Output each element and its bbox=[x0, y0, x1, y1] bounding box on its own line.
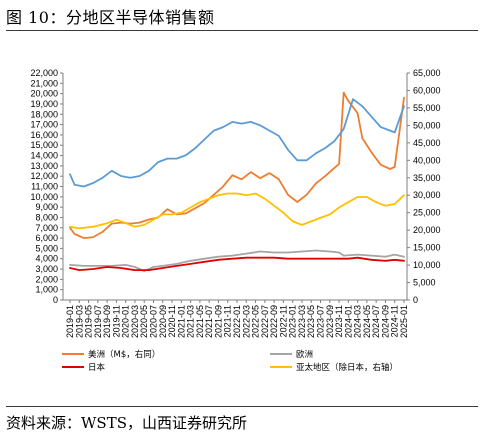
legend-label-3: 亚太地区（除日本，右轴） bbox=[296, 362, 398, 373]
left-tick-label: 12,000 bbox=[30, 171, 58, 181]
right-tick-label: 25,000 bbox=[413, 208, 441, 218]
x-tick-label: 2024-11 bbox=[390, 305, 400, 337]
left-tick-label: 14,000 bbox=[30, 151, 58, 161]
left-tick-label: 2,000 bbox=[35, 274, 58, 284]
legend-label-1: 欧洲 bbox=[296, 349, 313, 360]
left-tick-label: 15,000 bbox=[30, 140, 58, 150]
series-line-4 bbox=[69, 98, 405, 188]
x-tick-label: 2024-05 bbox=[362, 305, 372, 338]
legend-label-0: 美洲（M$，右同） bbox=[88, 349, 160, 360]
x-tick-label: 2022-07 bbox=[260, 305, 270, 338]
series-line-0 bbox=[69, 91, 405, 240]
left-tick-label: 20,000 bbox=[30, 89, 58, 99]
right-tick-label: 30,000 bbox=[413, 190, 441, 200]
right-tick-label: 55,000 bbox=[413, 103, 441, 113]
x-tick-label: 2023-05 bbox=[306, 305, 316, 338]
left-tick-label: 7,000 bbox=[35, 223, 58, 233]
x-tick-label: 2021-03 bbox=[186, 305, 196, 338]
x-tick-label: 2023-01 bbox=[288, 305, 298, 338]
x-tick-label: 2022-03 bbox=[241, 305, 251, 338]
right-tick-label: 20,000 bbox=[413, 225, 441, 235]
x-tick-label: 2021-09 bbox=[213, 305, 223, 338]
left-tick-label: 22,000 bbox=[30, 68, 58, 78]
x-tick-label: 2021-01 bbox=[176, 305, 186, 338]
left-tick-label: 16,000 bbox=[30, 130, 58, 140]
x-tick-label: 2020-05 bbox=[139, 305, 149, 338]
x-tick-label: 2021-05 bbox=[195, 305, 205, 338]
x-tick-label: 2024-09 bbox=[380, 305, 390, 338]
left-tick-label: 6,000 bbox=[35, 233, 58, 243]
right-tick-label: 45,000 bbox=[413, 138, 441, 148]
x-tick-label: 2024-01 bbox=[343, 305, 353, 338]
x-tick-label: 2020-01 bbox=[121, 305, 131, 338]
left-tick-label: 3,000 bbox=[35, 264, 58, 274]
x-tick-label: 2019-09 bbox=[102, 305, 112, 338]
left-tick-label: 5,000 bbox=[35, 243, 58, 253]
left-tick-label: 17,000 bbox=[30, 120, 58, 130]
x-tick-label: 2023-11 bbox=[334, 305, 344, 337]
x-tick-label: 2023-03 bbox=[297, 305, 307, 338]
legend-label-2: 日本 bbox=[88, 362, 106, 373]
left-tick-label: 4,000 bbox=[35, 254, 58, 264]
x-tick-label: 2022-01 bbox=[232, 305, 242, 338]
x-tick-label: 2019-07 bbox=[93, 305, 103, 338]
x-tick-label: 2021-07 bbox=[204, 305, 214, 338]
x-tick-label: 2023-07 bbox=[316, 305, 326, 338]
semiconductor-sales-chart: 01,0002,0003,0004,0005,0006,0007,0008,00… bbox=[30, 68, 440, 373]
x-tick-label: 2020-07 bbox=[149, 305, 159, 338]
source-note: 资料来源：WSTS，山西证券研究所 bbox=[6, 414, 247, 432]
title-rule bbox=[6, 30, 478, 31]
x-tick-label: 2024-03 bbox=[353, 305, 363, 338]
x-tick-label: 2023-09 bbox=[325, 305, 335, 338]
right-tick-label: 5,000 bbox=[413, 278, 436, 288]
x-tick-label: 2020-03 bbox=[130, 305, 140, 338]
x-tick-label: 2020-09 bbox=[158, 305, 168, 338]
x-tick-label: 2019-05 bbox=[84, 305, 94, 338]
right-tick-label: 40,000 bbox=[413, 155, 441, 165]
x-tick-label: 2019-01 bbox=[65, 305, 75, 338]
x-tick-label: 2025-01 bbox=[399, 305, 409, 338]
left-tick-label: 13,000 bbox=[30, 161, 58, 171]
x-tick-label: 2021-11 bbox=[223, 305, 233, 337]
series-line-3 bbox=[69, 192, 405, 230]
left-tick-label: 18,000 bbox=[30, 109, 58, 119]
axes: 01,0002,0003,0004,0005,0006,0007,0008,00… bbox=[30, 68, 440, 338]
x-tick-label: 2020-11 bbox=[167, 305, 177, 337]
series-line-2 bbox=[69, 256, 405, 272]
left-tick-label: 9,000 bbox=[35, 202, 58, 212]
right-tick-label: 65,000 bbox=[413, 68, 441, 78]
x-tick-label: 2022-05 bbox=[251, 305, 261, 338]
left-tick-label: 1,000 bbox=[35, 285, 58, 295]
right-tick-label: 10,000 bbox=[413, 260, 441, 270]
right-tick-label: 50,000 bbox=[413, 120, 441, 130]
right-tick-label: 15,000 bbox=[413, 243, 441, 253]
series-lines bbox=[69, 91, 405, 273]
right-tick-label: 35,000 bbox=[413, 173, 441, 183]
source-rule bbox=[6, 406, 478, 407]
right-tick-label: 60,000 bbox=[413, 85, 441, 95]
left-tick-label: 10,000 bbox=[30, 192, 58, 202]
x-tick-label: 2019-03 bbox=[74, 305, 84, 338]
x-tick-label: 2019-11 bbox=[111, 305, 121, 337]
x-tick-label: 2024-07 bbox=[371, 305, 381, 338]
series-line-1 bbox=[69, 249, 405, 273]
figure-title: 图 10：分地区半导体销售额 bbox=[6, 8, 215, 27]
left-tick-label: 21,000 bbox=[30, 78, 58, 88]
left-tick-label: 8,000 bbox=[35, 212, 58, 222]
left-tick-label: 11,000 bbox=[31, 182, 58, 192]
right-tick-label: 0 bbox=[413, 295, 418, 305]
left-tick-label: 19,000 bbox=[30, 99, 58, 109]
x-tick-label: 2022-09 bbox=[269, 305, 279, 338]
x-tick-label: 2022-11 bbox=[278, 305, 288, 337]
left-tick-label: 0 bbox=[53, 295, 58, 305]
